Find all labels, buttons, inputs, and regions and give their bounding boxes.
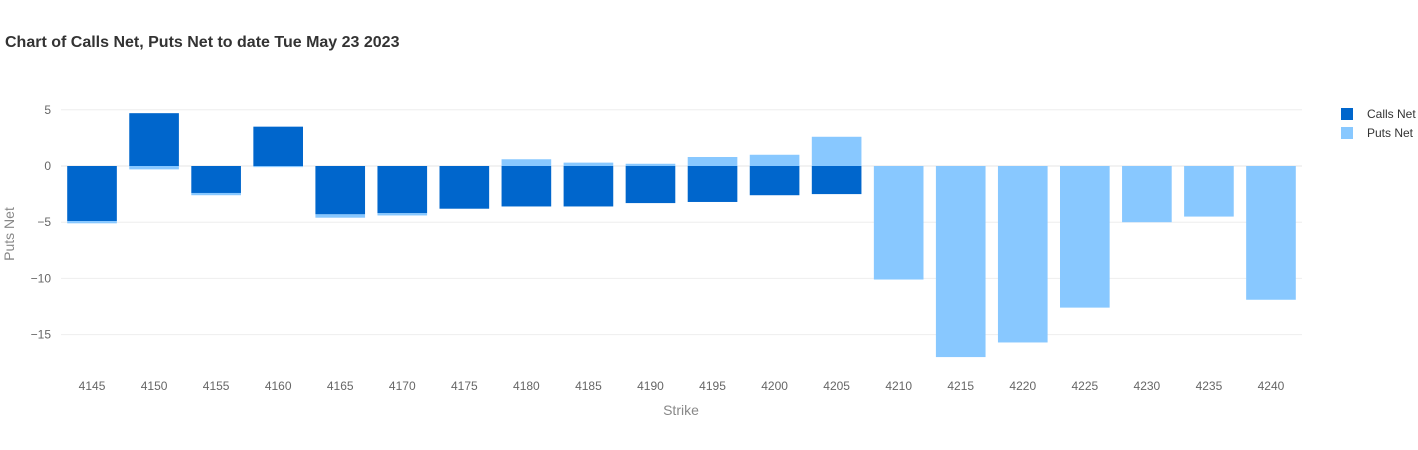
bar-puts-net-4195[interactable] (687, 157, 738, 166)
bar-calls-net-4200[interactable] (749, 166, 800, 196)
bar-calls-net-4145[interactable] (67, 166, 117, 222)
legend[interactable]: Calls Net Puts Net (1341, 107, 1416, 140)
bar-puts-net-4165[interactable] (315, 214, 366, 218)
bar-puts-net-4155[interactable] (191, 192, 241, 196)
bar-puts-net-4225[interactable] (1060, 166, 1110, 308)
x-tick-label: 4235 (1196, 379, 1223, 393)
y-tick-label: −10 (31, 271, 52, 285)
y-tick-labels: 5 0 −5 −10 −15 (31, 103, 52, 342)
bar-puts-net-4220[interactable] (997, 166, 1048, 343)
bar-calls-net-4175[interactable] (439, 166, 490, 209)
bar-puts-net-4200[interactable] (749, 154, 800, 166)
x-tick-label: 4170 (389, 379, 416, 393)
y-axis-title: Puts Net (1, 207, 17, 261)
x-tick-label: 4145 (79, 379, 106, 393)
bar-calls-net-4160[interactable] (253, 126, 303, 166)
bar-calls-net-4190[interactable] (625, 166, 676, 204)
x-tick-label: 4180 (513, 379, 540, 393)
x-tick-label: 4155 (203, 379, 230, 393)
x-tick-labels: 4145 4150 4155 4160 4165 4170 4175 4180 4185 4190… (79, 379, 1285, 393)
bar-calls-net-4170[interactable] (377, 166, 428, 214)
bar-calls-net-4195[interactable] (687, 166, 738, 202)
bar-calls-net-4185[interactable] (563, 166, 614, 207)
legend-swatch (1341, 108, 1353, 120)
bar-puts-net-4235[interactable] (1184, 166, 1234, 217)
bar-puts-net-4215[interactable] (935, 166, 986, 358)
bar-puts-net-4145[interactable] (67, 221, 117, 224)
x-tick-label: 4225 (1071, 379, 1098, 393)
chart-title: Chart of Calls Net, Puts Net to date Tue… (5, 34, 400, 51)
y-tick-label: 5 (44, 103, 51, 117)
bar-calls-net-4155[interactable] (191, 166, 241, 193)
bars (67, 113, 1296, 358)
legend-item-calls-net[interactable]: Calls Net (1341, 107, 1416, 121)
bar-calls-net-4205[interactable] (811, 166, 862, 195)
x-tick-label: 4220 (1009, 379, 1036, 393)
bar-calls-net-4150[interactable] (129, 113, 179, 166)
legend-swatch (1341, 127, 1353, 139)
x-tick-label: 4195 (699, 379, 726, 393)
x-tick-label: 4230 (1134, 379, 1161, 393)
grid-lines (61, 109, 1302, 336)
legend-item-puts-net[interactable]: Puts Net (1341, 126, 1414, 140)
bar-puts-net-4210[interactable] (873, 166, 924, 280)
bar-puts-net-4240[interactable] (1246, 166, 1296, 300)
y-tick-label: 0 (44, 159, 51, 173)
x-tick-label: 4210 (885, 379, 912, 393)
bar-puts-net-4230[interactable] (1122, 166, 1172, 223)
legend-label: Calls Net (1367, 107, 1416, 121)
x-tick-label: 4200 (761, 379, 788, 393)
x-tick-label: 4190 (637, 379, 664, 393)
x-tick-label: 4160 (265, 379, 292, 393)
bar-puts-net-4160[interactable] (253, 166, 303, 168)
x-tick-label: 4175 (451, 379, 478, 393)
bar-calls-net-4180[interactable] (501, 166, 552, 207)
bar-puts-net-4205[interactable] (811, 136, 862, 166)
x-tick-label: 4215 (947, 379, 974, 393)
y-tick-label: −5 (37, 215, 51, 229)
x-axis-title: Strike (663, 402, 699, 418)
x-tick-label: 4150 (141, 379, 168, 393)
bar-calls-net-4165[interactable] (315, 166, 366, 215)
x-tick-label: 4185 (575, 379, 602, 393)
legend-label: Puts Net (1367, 126, 1414, 140)
bar-puts-net-4185[interactable] (563, 162, 614, 166)
x-tick-label: 4205 (823, 379, 850, 393)
y-tick-label: −15 (31, 328, 52, 342)
x-tick-label: 4165 (327, 379, 354, 393)
bar-puts-net-4190[interactable] (625, 163, 676, 166)
bar-puts-net-4180[interactable] (501, 159, 552, 166)
x-tick-label: 4240 (1258, 379, 1285, 393)
bar-puts-net-4150[interactable] (129, 166, 179, 170)
bar-puts-net-4170[interactable] (377, 213, 428, 216)
